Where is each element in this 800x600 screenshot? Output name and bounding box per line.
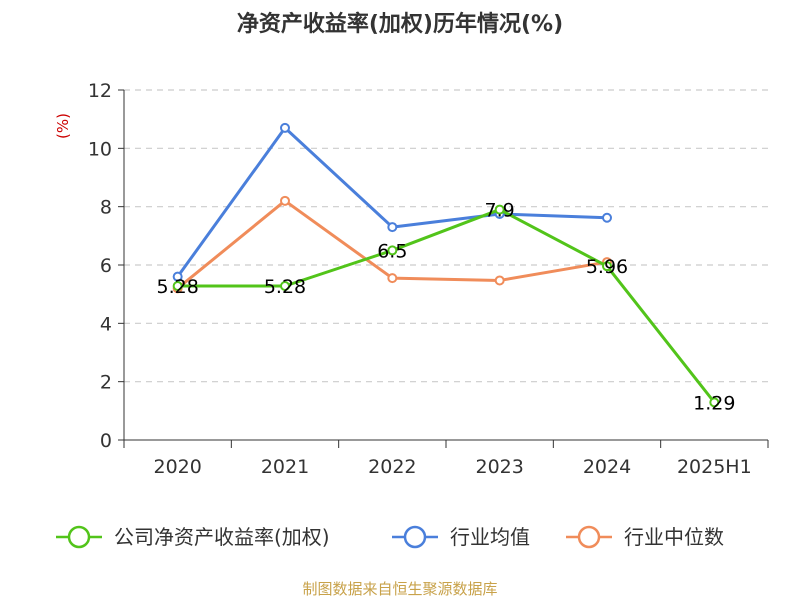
- y-tick-label: 12: [88, 80, 112, 102]
- x-tick-label: 2024: [583, 456, 631, 478]
- data-label: 5.28: [157, 276, 199, 298]
- legend-label: 行业中位数: [624, 525, 724, 549]
- data-label: 7.9: [485, 200, 515, 222]
- label-layer: 5.28 5.28 6.5 7.9 5.96 1.29: [157, 200, 736, 415]
- x-tick-label: 2022: [368, 456, 416, 478]
- x-tick-label: 2021: [261, 456, 309, 478]
- legend-item[interactable]: 行业中位数: [566, 525, 724, 549]
- series-line: [177, 208, 716, 404]
- source-note: 制图数据来自恒生聚源数据库: [302, 580, 498, 598]
- legend-item[interactable]: 行业均值: [392, 525, 530, 549]
- data-label: 5.28: [264, 276, 306, 298]
- chart-title: 净资产收益率(加权)历年情况(%): [236, 12, 564, 37]
- legend-marker: [67, 525, 91, 549]
- legend-label: 行业均值: [450, 525, 530, 549]
- y-tick-label: 0: [100, 430, 112, 452]
- data-point[interactable]: [280, 281, 290, 291]
- data-label: 5.96: [586, 256, 628, 278]
- data-label: 1.29: [693, 392, 735, 414]
- data-point[interactable]: [387, 222, 398, 233]
- data-point[interactable]: [387, 273, 398, 284]
- legend-marker: [577, 525, 601, 549]
- legend-item[interactable]: 公司净资产收益率(加权): [56, 525, 330, 549]
- data-point[interactable]: [494, 204, 505, 215]
- y-tick-label: 6: [100, 255, 112, 277]
- x-tick-label: 2025H1: [677, 456, 752, 478]
- y-tick-label: 10: [88, 138, 112, 160]
- legend-marker: [403, 525, 427, 549]
- legend: 公司净资产收益率(加权) 行业均值 行业中位数: [56, 525, 724, 549]
- data-point[interactable]: [494, 275, 505, 286]
- data-point[interactable]: [280, 122, 290, 133]
- data-point[interactable]: [280, 195, 290, 206]
- data-point[interactable]: [172, 271, 183, 282]
- data-point[interactable]: [602, 212, 612, 223]
- y-tick-label: 4: [100, 313, 112, 335]
- x-tick-label: 2020: [153, 456, 201, 478]
- data-point[interactable]: [172, 281, 183, 291]
- series-layer: [172, 122, 720, 408]
- data-point[interactable]: [709, 397, 720, 408]
- axis-layer: 0 2 4 6 8 10 12 2020 2021 2022 2023 2024 2025H1: [88, 80, 769, 478]
- y-tick-label: 8: [100, 197, 112, 219]
- legend-label: 公司净资产收益率(加权): [114, 525, 330, 549]
- data-point[interactable]: [602, 261, 612, 272]
- data-label: 6.5: [377, 240, 407, 262]
- y-tick-label: 2: [100, 372, 112, 394]
- grid-layer: [124, 89, 768, 383]
- data-point[interactable]: [387, 245, 398, 256]
- y-axis-unit-label: (%): [54, 113, 72, 139]
- x-tick-label: 2023: [475, 456, 523, 478]
